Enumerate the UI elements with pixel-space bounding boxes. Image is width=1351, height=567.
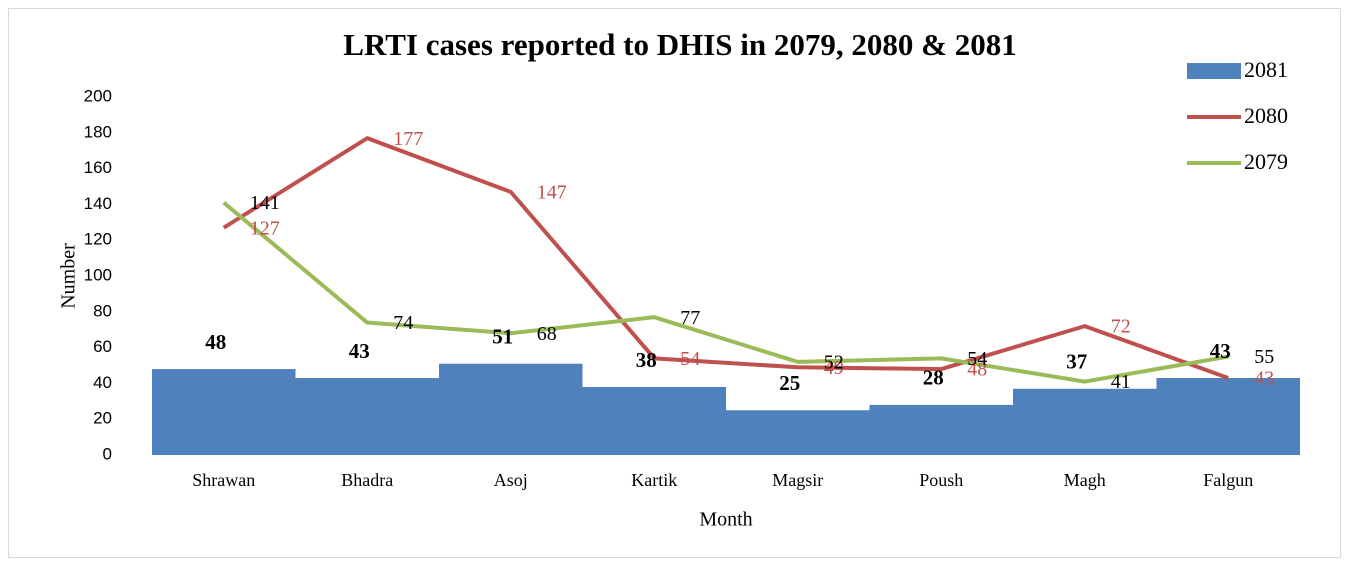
- legend-label: 2081: [1244, 57, 1288, 82]
- bar: [1013, 388, 1157, 455]
- legend-swatch: [1187, 63, 1241, 79]
- data-label: 52: [824, 352, 844, 374]
- data-label: 37: [1066, 350, 1087, 374]
- data-label: 177: [393, 128, 423, 150]
- data-label: 68: [537, 323, 557, 345]
- data-label: 28: [923, 366, 944, 390]
- data-label: 43: [349, 339, 370, 363]
- x-axis-label: Month: [699, 509, 752, 531]
- data-label: 51: [492, 325, 513, 349]
- x-tick-label: Poush: [919, 470, 963, 490]
- bar: [726, 410, 870, 455]
- x-tick-label: Magsir: [772, 470, 823, 490]
- data-label: 74: [393, 312, 413, 334]
- y-tick-label: 60: [93, 337, 112, 356]
- bar: [582, 386, 726, 455]
- data-label: 72: [1111, 316, 1131, 338]
- data-label: 48: [205, 330, 226, 354]
- x-tick-label: Asoj: [494, 470, 528, 490]
- y-tick-label: 160: [84, 158, 112, 177]
- data-label: 54: [967, 348, 987, 370]
- line: [222, 136, 1229, 380]
- legend-label: 2079: [1244, 149, 1288, 174]
- x-tick-label: Magh: [1064, 470, 1106, 490]
- bar: [869, 404, 1013, 455]
- data-label: 55: [1254, 346, 1274, 368]
- data-label: 43: [1210, 339, 1231, 363]
- data-label: 41: [1111, 371, 1131, 393]
- y-tick-label: 200: [84, 86, 112, 105]
- data-label: 147: [537, 181, 567, 203]
- line: [222, 201, 1229, 384]
- chart-title: LRTI cases reported to DHIS in 2079, 208…: [343, 27, 1016, 62]
- data-label: 54: [680, 348, 700, 370]
- x-tick-label: Falgun: [1203, 470, 1253, 490]
- data-label: 49: [824, 357, 844, 379]
- data-label: 43: [1254, 368, 1274, 390]
- bar: [295, 378, 439, 455]
- legend-label: 2080: [1244, 103, 1288, 128]
- data-label: 77: [680, 307, 700, 329]
- x-tick-label: Kartik: [631, 470, 677, 490]
- x-tick-label: Shrawan: [192, 470, 255, 490]
- y-tick-label: 20: [93, 409, 112, 428]
- data-label: 48: [967, 359, 987, 381]
- data-label: 141: [250, 192, 280, 214]
- y-tick-label: 80: [93, 301, 112, 320]
- x-tick-label: Bhadra: [341, 470, 393, 490]
- data-label: 25: [779, 371, 800, 395]
- bar: [152, 369, 296, 455]
- bar: [439, 363, 583, 455]
- y-tick-label: 40: [93, 373, 112, 392]
- bar: [1156, 378, 1300, 455]
- y-axis-label: Number: [58, 243, 80, 309]
- data-label: 127: [250, 217, 280, 239]
- y-tick-label: 100: [84, 265, 112, 284]
- y-tick-label: 140: [84, 194, 112, 213]
- y-tick-label: 180: [84, 122, 112, 141]
- data-label: 38: [636, 348, 657, 372]
- chart-border: [8, 8, 1341, 558]
- y-tick-label: 120: [84, 230, 112, 249]
- y-tick-label: 0: [103, 444, 112, 463]
